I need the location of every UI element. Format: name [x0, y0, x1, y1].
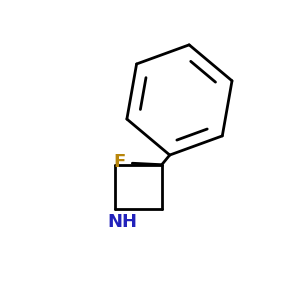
Text: NH: NH — [107, 213, 137, 231]
Text: F: F — [113, 153, 125, 171]
